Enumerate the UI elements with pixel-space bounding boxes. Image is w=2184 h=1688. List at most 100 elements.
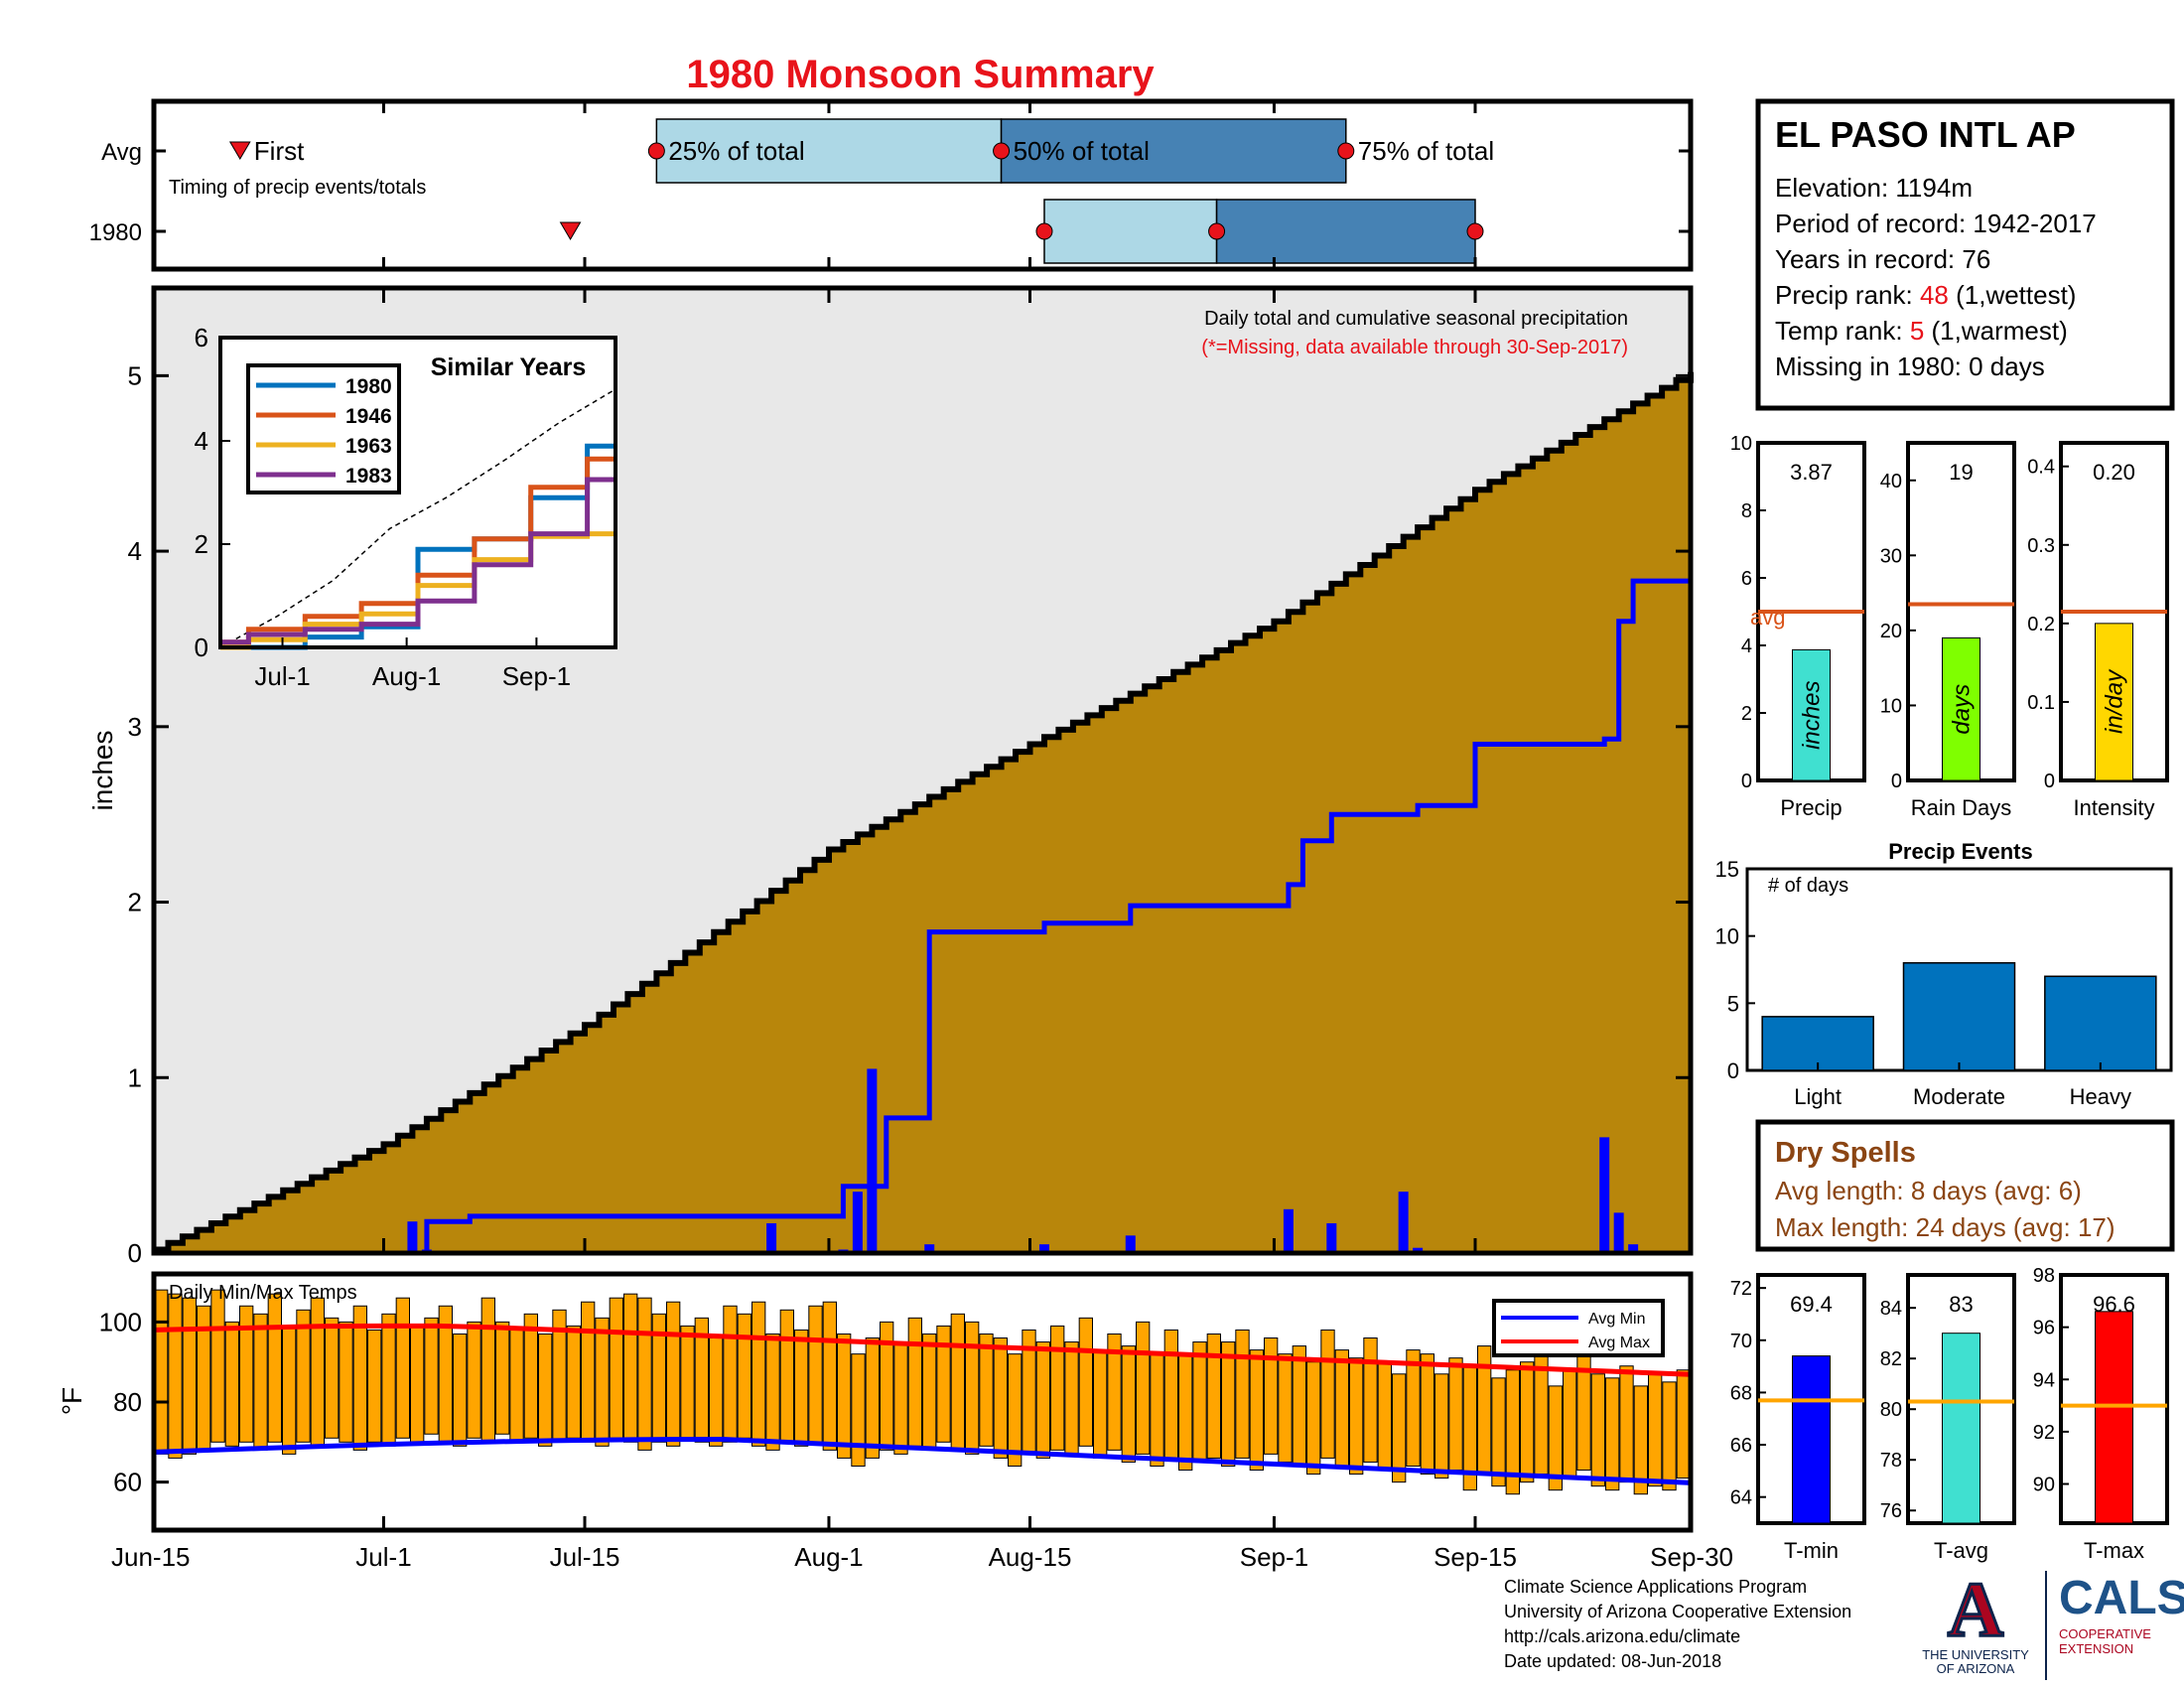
daily-temp-bar xyxy=(1192,1341,1207,1463)
events-ytick-label: 15 xyxy=(1715,857,1739,882)
main-ytick-label: 0 xyxy=(128,1238,142,1268)
x-axis-date-label: Sep-1 xyxy=(1240,1542,1308,1572)
main-ytick-label: 4 xyxy=(128,536,142,566)
daily-temp-bar xyxy=(1064,1341,1079,1455)
inset-legend-label: 1963 xyxy=(345,435,392,458)
daily-temp-bar xyxy=(694,1317,710,1443)
daily-temp-bar xyxy=(1534,1353,1549,1476)
summary-ytick-label: 90 xyxy=(2033,1475,2055,1496)
daily-temp-bar xyxy=(1662,1381,1677,1491)
inset-ytick-label: 4 xyxy=(195,426,208,456)
summary-value: 83 xyxy=(1949,1292,1973,1317)
timing-row-avg-label: Avg xyxy=(101,139,142,166)
legend-avg-min: Avg Min xyxy=(1588,1311,1646,1328)
daily-temp-bar xyxy=(1163,1329,1178,1459)
daily-temp-bar xyxy=(651,1313,667,1443)
inset-title: Similar Years xyxy=(431,353,587,381)
figure-title: 1980 Monsoon Summary xyxy=(686,53,1155,96)
daily-temp-bar xyxy=(495,1321,510,1435)
similar-years-inset: 0 2 4 6 Jul-1 Aug-1 Sep-1 1980 1946 1963 1983 Simi… xyxy=(195,323,617,691)
summary-value: 69.4 xyxy=(1790,1292,1833,1317)
daily-temp-bar xyxy=(1334,1349,1349,1467)
daily-temp-bar xyxy=(1178,1353,1193,1472)
summary-value: 96.6 xyxy=(2093,1292,2135,1317)
daily-temp-bar xyxy=(751,1301,766,1447)
summary-ytick-label: 66 xyxy=(1730,1435,1752,1457)
daily-temp-bar xyxy=(239,1305,254,1443)
daily-temp-bar xyxy=(424,1317,439,1435)
events-ytick-label: 10 xyxy=(1715,924,1739,949)
daily-temp-bar xyxy=(1434,1373,1449,1479)
daily-temp-bar xyxy=(1078,1317,1093,1447)
timing-panel: Avg 1980 Timing of precip events/totals … xyxy=(89,98,1932,272)
events-category-label: Moderate xyxy=(1913,1084,2005,1109)
daily-temp-bar xyxy=(267,1293,282,1443)
cals-logo-title: CALS xyxy=(2059,1572,2184,1624)
daily-temp-bar xyxy=(666,1301,681,1447)
footer-url[interactable]: http://cals.arizona.edu/climate xyxy=(1504,1626,1741,1646)
summary-bar-Rain Days xyxy=(1942,636,1980,781)
daily-temp-bar xyxy=(1619,1365,1634,1483)
x-axis-date-label: Jul-1 xyxy=(355,1542,411,1572)
summary-ytick-label: 72 xyxy=(1730,1278,1752,1300)
summary-ytick-label: 10 xyxy=(1880,695,1902,717)
cals-logo-line1: COOPERATIVE xyxy=(2059,1626,2151,1641)
main-chart-note: Daily total and cumulative seasonal prec… xyxy=(1204,308,1628,330)
station-years: Years in record: 76 xyxy=(1775,244,1990,274)
station-name: EL PASO INTL AP xyxy=(1775,114,2076,155)
daily-temp-bar xyxy=(1392,1373,1407,1483)
legend-avg-max: Avg Max xyxy=(1588,1335,1650,1351)
inset-legend-label: 1980 xyxy=(345,375,392,398)
ua-block-a-icon: A xyxy=(1946,1566,2004,1652)
daily-temp-bar xyxy=(936,1325,951,1443)
daily-temp-bar xyxy=(1121,1345,1136,1463)
daily-temp-bar xyxy=(381,1313,396,1447)
temps-legend: Avg Min Avg Max xyxy=(1492,1299,1665,1357)
daily-temp-bar xyxy=(480,1297,495,1443)
summary-ytick-label: 92 xyxy=(2033,1422,2055,1444)
university-of-arizona-logo[interactable]: A THE UNIVERSITY OF ARIZONA xyxy=(1911,1566,2040,1680)
summary-ytick-label: 40 xyxy=(1880,471,1902,492)
daily-temp-bar xyxy=(680,1325,695,1439)
summary-ytick-label: 98 xyxy=(2033,1265,2055,1287)
cumulative-1980-line xyxy=(154,571,1694,1256)
daily-temp-bar xyxy=(467,1321,481,1439)
x-axis-date-label: Aug-1 xyxy=(794,1542,863,1572)
daily-temp-bar xyxy=(1491,1377,1506,1487)
precip-summary-bars: 3.87 0 2 4 6 8 10 inches avg Precip 19 0 10 20 30 40 day… xyxy=(1730,433,2169,820)
timing-label-p75: 75% of total xyxy=(1358,136,1494,166)
summary-panel-label: Intensity xyxy=(2074,795,2155,820)
summary-ytick-label: 94 xyxy=(2033,1369,2055,1391)
timing-triangle-first xyxy=(559,221,582,240)
summary-bar-T-avg xyxy=(1942,1333,1980,1524)
cals-logo[interactable]: CALS COOPERATIVE EXTENSION xyxy=(2045,1571,2184,1680)
daily-temp-bar xyxy=(1377,1361,1392,1472)
daily-temp-bar xyxy=(950,1313,966,1451)
daily-temp-bar xyxy=(723,1305,738,1443)
main-ytick-label: 1 xyxy=(128,1062,142,1092)
x-axis-date-label: Aug-15 xyxy=(989,1542,1072,1572)
timing-marker-p25 xyxy=(1035,222,1053,240)
summary-ytick-label: 30 xyxy=(1880,545,1902,567)
daily-temp-bar xyxy=(1249,1349,1264,1472)
inset-xtick-label: Aug-1 xyxy=(372,661,441,691)
summary-panel-label: Precip xyxy=(1780,795,1842,820)
precip-main-chart: Daily total and cumulative seasonal prec… xyxy=(87,285,1694,1268)
inset-ytick-label: 2 xyxy=(195,529,208,559)
timing-marker-p25 xyxy=(647,142,665,160)
avg-min-line xyxy=(153,1436,1692,1485)
daily-temp-bar xyxy=(1520,1361,1535,1483)
daily-temp-bar xyxy=(1278,1353,1293,1463)
daily-temp-bar xyxy=(395,1297,410,1439)
summary-ytick-label: 0.3 xyxy=(2027,535,2055,557)
events-category-label: Heavy xyxy=(2070,1084,2131,1109)
station-precip-rank: Precip rank: 48 (1,wettest) xyxy=(1775,280,2076,310)
summary-bar-T-min xyxy=(1792,1355,1831,1524)
summary-value: 0.20 xyxy=(2093,460,2135,485)
daily-temp-bar xyxy=(993,1337,1009,1459)
ua-logo-line2: OF ARIZONA xyxy=(1936,1661,2015,1676)
timing-marker-p75 xyxy=(1466,222,1484,240)
daily-precip-bar xyxy=(1398,1192,1409,1253)
temperature-summary-bars: 69.4 64 66 68 70 72 T-min 83 76 78 80 82 84 T-avg 96.6… xyxy=(1730,1265,2169,1563)
events-ylabel: # of days xyxy=(1768,875,1848,897)
